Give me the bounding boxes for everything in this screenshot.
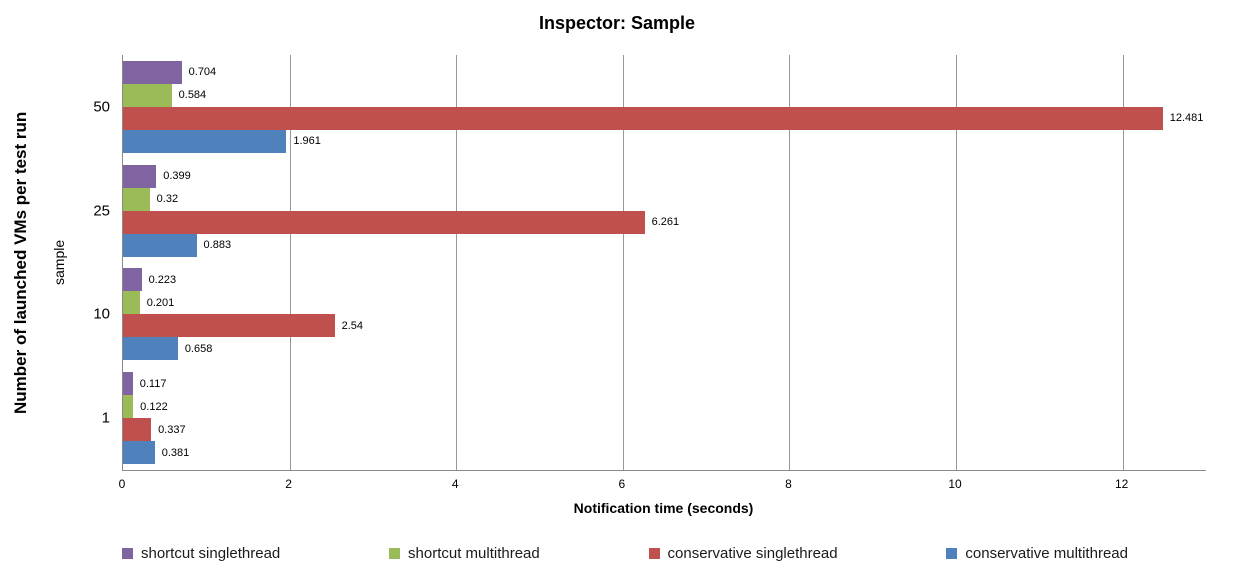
data-label-conservative-singlethread-1: 0.337 bbox=[158, 423, 186, 436]
data-label-conservative-singlethread-10: 2.54 bbox=[341, 319, 364, 332]
data-label-conservative-multithread-50: 1.961 bbox=[293, 135, 321, 148]
bar-conservative-singlethread-50 bbox=[123, 106, 1163, 130]
x-tick-label-2: 2 bbox=[285, 477, 292, 491]
bar-row-conservative-multithread-25: 0.883 bbox=[123, 233, 1206, 257]
data-label-shortcut-multithread-1: 0.122 bbox=[140, 400, 168, 413]
legend-marker-conservative-multithread bbox=[946, 547, 958, 559]
gridline-x-10 bbox=[956, 55, 958, 470]
gridline-x-2 bbox=[289, 55, 291, 470]
y-axis-title-secondary: sample bbox=[51, 239, 67, 286]
bar-row-conservative-singlethread-10: 2.54 bbox=[123, 314, 1206, 338]
gridline-x-12 bbox=[1122, 55, 1124, 470]
legend-item-shortcut-multithread: shortcut multithread bbox=[389, 545, 540, 562]
legend-marker-conservative-singlethread bbox=[648, 547, 660, 559]
bar-row-conservative-singlethread-25: 6.261 bbox=[123, 210, 1206, 234]
data-label-conservative-multithread-25: 0.883 bbox=[203, 239, 232, 252]
bar-row-shortcut-multithread-50: 0.584 bbox=[123, 83, 1206, 107]
y-category-label-10: 10 bbox=[93, 305, 110, 323]
bar-row-conservative-singlethread-1: 0.337 bbox=[123, 418, 1206, 442]
data-label-conservative-singlethread-25: 6.261 bbox=[651, 216, 680, 229]
legend-label-conservative-multithread: conservative multithread bbox=[965, 544, 1128, 562]
data-label-shortcut-multithread-50: 0.584 bbox=[178, 89, 207, 102]
x-tick-label-10: 10 bbox=[948, 477, 962, 491]
x-tick-label-8: 8 bbox=[785, 477, 792, 491]
legend-item-shortcut-singlethread: shortcut singlethread bbox=[122, 545, 280, 562]
bar-row-shortcut-singlethread-1: 0.117 bbox=[123, 372, 1206, 396]
legend-item-conservative-singlethread: conservative singlethread bbox=[648, 544, 838, 562]
legend-marker-shortcut-multithread bbox=[389, 547, 401, 559]
gridline-x-8 bbox=[789, 55, 791, 470]
bar-row-shortcut-multithread-25: 0.32 bbox=[123, 187, 1206, 211]
legend-label-conservative-singlethread: conservative singlethread bbox=[667, 544, 838, 562]
data-label-shortcut-singlethread-10: 0.223 bbox=[148, 273, 177, 286]
data-label-shortcut-singlethread-50: 0.704 bbox=[188, 66, 217, 79]
x-axis-tick-labels: 0 2 4 6 8 10 12 bbox=[118, 477, 1205, 493]
y-category-label-25: 25 bbox=[93, 202, 110, 220]
x-tick-label-12: 12 bbox=[1115, 477, 1129, 491]
data-label-shortcut-singlethread-1: 0.117 bbox=[139, 377, 167, 390]
bar-conservative-singlethread-25 bbox=[123, 210, 645, 234]
data-label-conservative-multithread-10: 0.658 bbox=[184, 342, 213, 355]
bar-shortcut-multithread-50 bbox=[123, 83, 172, 107]
y-category-label-50: 50 bbox=[93, 98, 110, 116]
category-group-50: 50 0.704 0.584 12.481 1.961 bbox=[93, 55, 1206, 159]
bar-row-conservative-multithread-50: 1.961 bbox=[123, 129, 1206, 153]
legend: shortcut singlethread shortcut multithrea… bbox=[122, 541, 1128, 565]
data-label-shortcut-singlethread-25: 0.399 bbox=[163, 170, 191, 183]
bar-row-shortcut-multithread-10: 0.201 bbox=[123, 291, 1206, 315]
bar-conservative-multithread-25 bbox=[123, 233, 197, 257]
bar-row-conservative-multithread-10: 0.658 bbox=[123, 337, 1206, 361]
data-label-conservative-singlethread-50: 12.481 bbox=[1169, 112, 1204, 125]
data-label-shortcut-multithread-10: 0.201 bbox=[146, 296, 175, 309]
bar-shortcut-singlethread-50 bbox=[123, 60, 182, 84]
bar-row-conservative-multithread-1: 0.381 bbox=[123, 441, 1206, 465]
bar-shortcut-singlethread-1 bbox=[123, 372, 133, 396]
bar-row-shortcut-multithread-1: 0.122 bbox=[123, 395, 1206, 419]
y-category-label-1: 1 bbox=[101, 409, 110, 427]
y-axis-title-primary: Number of launched VMs per test run bbox=[11, 111, 30, 414]
x-tick-label-4: 4 bbox=[451, 477, 459, 491]
bar-shortcut-multithread-1 bbox=[123, 395, 134, 419]
x-axis-title: Notification time (seconds) bbox=[573, 500, 754, 516]
bar-row-shortcut-singlethread-25: 0.399 bbox=[123, 164, 1206, 188]
chart-title: Inspector: Sample bbox=[538, 13, 696, 33]
data-label-conservative-multithread-1: 0.381 bbox=[161, 446, 190, 459]
data-label-shortcut-multithread-25: 0.32 bbox=[156, 193, 179, 206]
legend-label-shortcut-singlethread: shortcut singlethread bbox=[141, 544, 281, 562]
bar-row-shortcut-singlethread-50: 0.704 bbox=[123, 60, 1206, 84]
bar-conservative-singlethread-10 bbox=[123, 314, 335, 338]
bar-conservative-singlethread-1 bbox=[123, 418, 152, 442]
x-tick-label-0: 0 bbox=[118, 477, 126, 491]
bar-conservative-multithread-50 bbox=[123, 129, 287, 153]
category-group-10: 10 0.223 0.201 2.54 0.658 bbox=[93, 263, 1206, 367]
bar-shortcut-singlethread-10 bbox=[123, 268, 142, 292]
x-tick-label-6: 6 bbox=[618, 477, 626, 491]
bar-row-shortcut-singlethread-10: 0.223 bbox=[123, 268, 1206, 292]
gridline-x-4 bbox=[456, 55, 458, 470]
plot-area: 50 0.704 0.584 12.481 1.961 25 0.399 0.32 6.261 0… bbox=[93, 55, 1206, 471]
category-group-25: 25 0.399 0.32 6.261 0.883 bbox=[93, 159, 1206, 263]
bar-shortcut-multithread-25 bbox=[123, 187, 150, 211]
category-group-1: 1 0.117 0.122 0.337 0.381 bbox=[102, 366, 1206, 470]
bar-conservative-multithread-10 bbox=[123, 337, 178, 361]
legend-label-shortcut-multithread: shortcut multithread bbox=[408, 544, 540, 562]
bar-shortcut-singlethread-25 bbox=[123, 164, 157, 188]
legend-marker-shortcut-singlethread bbox=[122, 547, 133, 559]
bar-row-conservative-singlethread-50: 12.481 bbox=[123, 106, 1206, 130]
bar-conservative-multithread-1 bbox=[123, 441, 155, 465]
bar-shortcut-multithread-10 bbox=[123, 291, 140, 315]
legend-item-conservative-multithread: conservative multithread bbox=[946, 545, 1128, 562]
gridline-x-6 bbox=[622, 55, 624, 470]
